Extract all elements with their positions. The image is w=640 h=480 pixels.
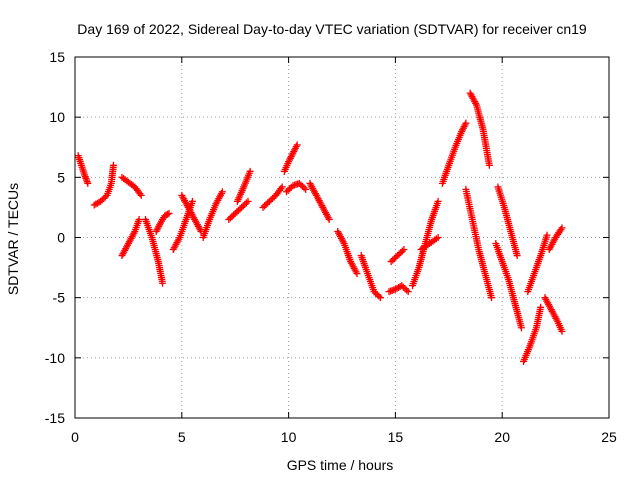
data-point [298,182,306,190]
data-point [286,185,294,193]
data-point [300,184,308,192]
data-point [267,196,275,204]
data-point [233,208,241,216]
data-point [403,286,411,294]
data-point [165,209,173,217]
data-point [398,247,406,255]
data-point [259,203,267,211]
x-tick-label: 10 [281,429,297,445]
data-point [370,288,378,296]
data-point [228,212,236,220]
data-point [485,161,493,169]
data-point [295,179,303,187]
data-point [278,183,286,191]
data-point [265,197,273,205]
x-axis-label: GPS time / hours [287,457,394,473]
data-point [325,215,333,223]
data-point [137,191,145,199]
data-point [375,292,383,300]
data-point [239,202,247,210]
data-point [394,252,402,260]
data-point [399,283,407,291]
data-point [543,231,551,239]
data-point [558,327,566,335]
data-point [97,197,105,205]
data-point [231,209,239,217]
data-point [302,185,310,193]
data-point [98,196,106,204]
data-point [188,197,196,205]
data-point [238,203,246,211]
data-point [404,288,412,296]
x-tick-label: 0 [71,429,79,445]
data-point [269,194,277,202]
data-point [293,141,301,149]
data-point [164,210,172,218]
data-point [376,294,384,302]
data-point [372,289,380,297]
x-tick-label: 20 [494,429,510,445]
data-point [557,225,565,233]
x-tick-label: 15 [388,429,404,445]
data-point [558,224,566,232]
x-tick-label: 25 [601,429,617,445]
y-tick-label: 5 [57,169,65,185]
data-point [392,253,400,261]
y-tick-label: 10 [49,109,65,125]
y-tick-label: -10 [45,350,65,366]
data-point [109,161,117,169]
data-point [234,206,242,214]
data-point [537,303,545,311]
data-point [282,188,290,196]
data-point [397,249,405,257]
data-point [84,179,92,187]
data-point [100,194,108,202]
y-axis-label: SDTVAR / TECUs [5,183,21,295]
chart-title: Day 169 of 2022, Sidereal Day-to-day VTE… [77,21,587,37]
data-point [241,200,249,208]
data-point [101,193,109,201]
y-tick-label: -5 [53,290,66,306]
y-tick-label: 15 [49,49,65,65]
data-point [284,186,292,194]
data-point [230,211,238,219]
y-tick-label: -15 [45,410,65,426]
data-point [261,202,269,210]
data-point [244,197,252,205]
data-point [242,199,250,207]
data-point [398,282,406,290]
data-point [226,214,234,222]
data-point [401,285,409,293]
data-point [135,215,143,223]
data-point [262,200,270,208]
data-point [218,188,226,196]
data-point [159,279,167,287]
x-tick-label: 5 [178,429,186,445]
data-point [517,324,525,332]
data-point [353,270,361,278]
data-point [400,246,408,254]
data-point [513,252,521,260]
data-point [434,234,442,241]
data-point [387,258,395,266]
data-point [225,215,233,223]
data-point [389,256,397,264]
data-point [390,255,398,263]
y-tick-label: 0 [57,230,65,246]
grid [75,57,609,418]
data-point [246,167,254,175]
data-point [373,291,381,299]
data-point [236,205,244,213]
data-points [74,89,566,365]
data-point [434,197,442,205]
axis-ticks: 0 5 10 15 20 25 -15 -10 -5 0 5 10 15 [45,49,617,445]
data-point [297,181,305,189]
data-point [395,250,403,258]
data-point [462,119,470,127]
data-point [488,294,496,302]
data-point [264,199,272,207]
